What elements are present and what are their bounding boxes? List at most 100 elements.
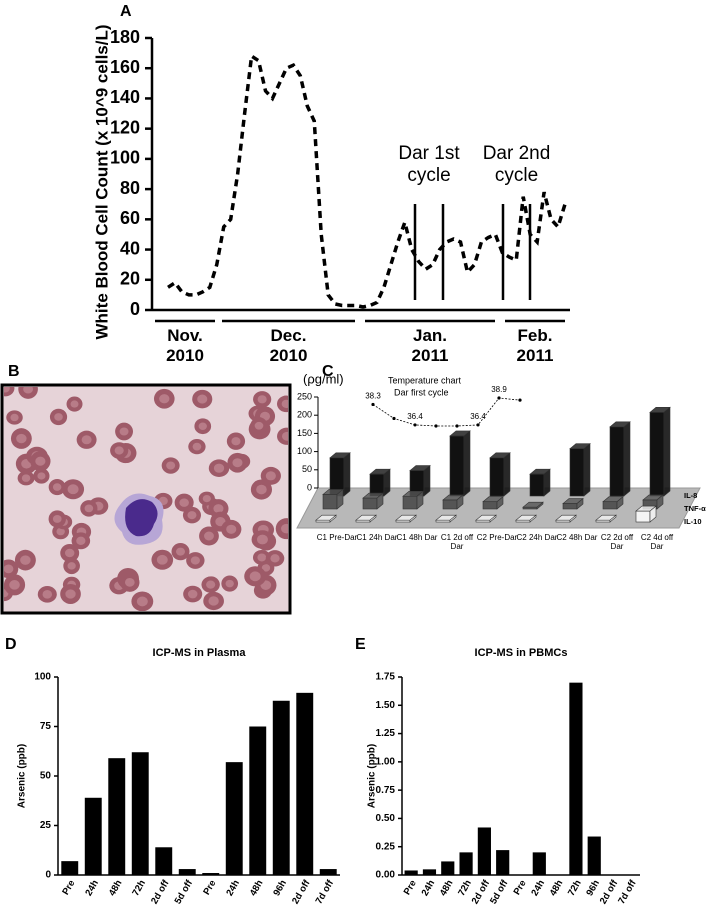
period-label: Feb. 2011 xyxy=(516,326,554,365)
x-tick-label: C1 2d off Dar xyxy=(440,533,474,552)
x-tick-label: 48h xyxy=(548,878,566,898)
red-cell-center xyxy=(84,504,94,513)
red-cell-center xyxy=(119,427,129,436)
x-tick-label: Pre xyxy=(201,878,218,897)
panel-label: B xyxy=(8,363,20,380)
red-cell-center xyxy=(67,562,76,570)
bar-side xyxy=(369,514,377,523)
bar xyxy=(61,861,79,875)
red-cell-center xyxy=(4,564,14,574)
bar xyxy=(569,448,585,497)
x-tick-label: C2 48h Dar xyxy=(556,533,598,542)
y-tick-label: 180 xyxy=(110,27,140,47)
y-tick-label: 80 xyxy=(120,178,140,198)
bar-side xyxy=(489,514,497,523)
bar-side xyxy=(336,488,344,510)
chart-title: ICP-MS in PBMCs xyxy=(475,647,568,659)
x-tick-label: 72h xyxy=(130,878,148,898)
legend-label: IL-8 xyxy=(684,491,697,500)
red-cell-center xyxy=(232,458,243,468)
red-cell-center xyxy=(52,515,62,523)
red-cell-center xyxy=(257,534,268,545)
temperature-label: 38.9 xyxy=(491,385,507,394)
red-cell-center xyxy=(81,435,92,445)
bar-side xyxy=(623,421,631,497)
x-tick-label: 24h xyxy=(224,878,242,898)
x-tick-label: 24h xyxy=(529,878,547,898)
bar-side xyxy=(449,514,457,523)
x-tick-label: C2 Pre-Dar xyxy=(476,533,518,542)
temperature-line xyxy=(372,397,521,427)
bar xyxy=(296,692,314,875)
red-cell-center xyxy=(225,579,234,588)
x-tick-label: 2d off xyxy=(290,878,313,907)
bar-side xyxy=(583,443,591,497)
x-tick-label: C1 Pre-Dar xyxy=(316,533,358,542)
bar-side xyxy=(343,452,351,497)
bar xyxy=(404,870,418,875)
y-tick-label: 250 xyxy=(297,391,312,401)
y-tick-label: 1.75 xyxy=(376,672,396,683)
white-cell-nucleus xyxy=(125,499,158,537)
bar-side xyxy=(576,497,584,510)
y-tick-label: 1.50 xyxy=(376,700,396,711)
bar xyxy=(442,499,458,510)
y-tick-label: 0 xyxy=(45,870,51,881)
panel-label: D xyxy=(5,636,17,653)
bar-side xyxy=(456,494,464,510)
red-cell-center xyxy=(208,596,219,606)
y-tick-label: 0 xyxy=(130,299,140,319)
bar-side xyxy=(616,496,624,510)
y-tick-label: 50 xyxy=(40,771,52,782)
bar xyxy=(402,495,418,510)
red-cell-center xyxy=(226,524,237,534)
red-cell-center xyxy=(156,554,168,565)
x-tick-label: Pre xyxy=(512,878,529,897)
red-cell-center xyxy=(16,433,27,444)
bar xyxy=(587,836,601,875)
bar xyxy=(609,426,625,497)
y-tick-label: 0.75 xyxy=(376,785,396,796)
red-cell-center xyxy=(187,511,197,520)
red-cell-center xyxy=(4,387,10,393)
red-cell-center xyxy=(256,484,267,495)
bar xyxy=(422,869,437,875)
red-cell-center xyxy=(197,394,208,404)
red-cell-center xyxy=(52,483,62,491)
red-cell-center xyxy=(202,494,211,503)
red-cell-center xyxy=(42,590,53,599)
red-cell-center xyxy=(21,474,31,482)
bar-side xyxy=(463,430,471,497)
bar-side xyxy=(376,492,384,510)
red-cell-center xyxy=(281,399,288,409)
red-cell-center xyxy=(10,413,19,422)
x-tick-label: C1 24h Dar xyxy=(356,533,398,542)
bar xyxy=(319,869,337,875)
bar-side xyxy=(409,514,417,523)
x-tick-label: 72h xyxy=(566,878,584,898)
red-cell-center xyxy=(190,556,200,565)
y-tick-label: 75 xyxy=(40,721,52,732)
y-tick-label: 1.00 xyxy=(376,756,396,767)
bar-side xyxy=(656,494,664,510)
red-cell-center xyxy=(64,548,75,558)
red-cell-center xyxy=(176,547,186,556)
bar xyxy=(84,797,102,875)
red-cell-center xyxy=(206,580,216,589)
bar-side xyxy=(569,514,577,523)
bar xyxy=(362,497,378,510)
y-tick-label: 120 xyxy=(110,117,140,137)
red-cell-center xyxy=(20,555,31,565)
red-cell-center xyxy=(261,564,271,572)
bar-side xyxy=(329,514,337,523)
x-tick-label: 7d off xyxy=(314,878,337,907)
annotation: Dar first cycle xyxy=(394,387,449,397)
bar xyxy=(249,726,267,875)
red-cell-center xyxy=(257,395,267,404)
x-tick-label: C1 48h Dar xyxy=(396,533,438,542)
annotation: Dar 1st cycle xyxy=(398,143,460,186)
bar-side xyxy=(609,514,617,523)
x-tick-label: C2 4d off Dar xyxy=(640,533,674,552)
panel-label: C xyxy=(322,363,334,380)
y-tick-label: 100 xyxy=(34,672,51,683)
